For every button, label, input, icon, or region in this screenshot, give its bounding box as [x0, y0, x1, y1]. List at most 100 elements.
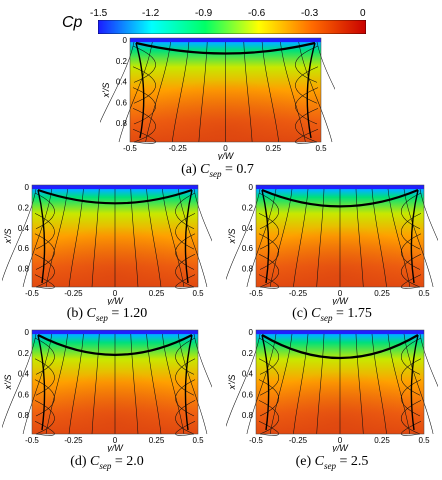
colorbar-tick: -0.3 — [301, 8, 319, 19]
y-tick-label: 0.6 — [242, 390, 254, 399]
separation-line — [135, 41, 316, 55]
streamline — [175, 337, 196, 375]
streamline — [68, 188, 84, 288]
streamlines — [100, 41, 335, 144]
streamline — [258, 213, 279, 250]
streamline — [269, 333, 293, 435]
leading-edge-band — [256, 185, 424, 189]
colorbar-title: Cp — [62, 14, 83, 31]
streamline — [355, 333, 364, 435]
plot-frame — [129, 37, 322, 143]
side-vortex-line — [37, 334, 46, 431]
side-vortex-line — [135, 42, 145, 139]
streamline — [401, 358, 422, 396]
streamline — [293, 188, 309, 288]
separation-line — [261, 334, 419, 360]
side-vortex-line — [37, 189, 46, 284]
x-tick-label: 0.5 — [418, 289, 430, 298]
panel-e-streamline-plot: 0 0.2 0.4 0.6 0.8 -0.5 -0.25 0 0.25 0.5 x'/S y/W — [226, 328, 438, 452]
streamline — [91, 188, 100, 288]
x-tick-label: 0 — [338, 436, 343, 445]
streamline — [2, 333, 37, 429]
streamline — [371, 333, 387, 435]
y-tick-label: 0 — [249, 328, 254, 337]
streamline — [387, 333, 411, 435]
plot-area — [2, 184, 212, 289]
streamline — [258, 337, 279, 375]
side-vortex-line — [410, 334, 419, 431]
x-tick-label: -0.25 — [64, 436, 83, 445]
streamline — [316, 41, 335, 90]
streamlines — [226, 188, 438, 289]
y-axis-label: x'/S — [227, 229, 237, 245]
separation-line — [37, 334, 193, 356]
streamline — [34, 253, 55, 288]
streamline — [295, 45, 319, 83]
streamline — [34, 213, 55, 250]
x-tick-label: -0.25 — [289, 289, 308, 298]
y-tick-label: 0.8 — [18, 411, 30, 420]
streamline — [34, 379, 55, 417]
y-tick-label: 0 — [25, 183, 30, 192]
x-tick-label: 0.25 — [265, 144, 281, 153]
panel-c-streamline-plot: 0 0.2 0.4 0.6 0.8 -0.5 -0.25 0 0.25 0.5 x'/S y/W — [226, 183, 438, 305]
streamline — [246, 188, 277, 288]
x-tick-label: 0 — [113, 436, 118, 445]
streamline — [130, 333, 139, 435]
x-tick-label: -0.25 — [169, 144, 188, 153]
side-vortex-line — [184, 189, 193, 284]
streamline — [401, 337, 422, 375]
y-tick-label: 0.8 — [242, 265, 254, 274]
streamline — [45, 333, 68, 435]
y-axis-label: x'/S — [101, 83, 111, 99]
streamline — [177, 188, 208, 288]
y-tick-label: 0 — [123, 36, 128, 45]
leading-edge-band — [32, 330, 198, 334]
streamline — [401, 192, 422, 229]
y-tick-label: 0.2 — [242, 349, 254, 358]
x-axis-label: y/W — [331, 443, 349, 452]
streamline — [22, 333, 53, 435]
streamline — [258, 358, 279, 396]
y-tick-label: 0.8 — [242, 411, 254, 420]
x-tick-label: 0 — [223, 144, 228, 153]
y-tick-label: 0.6 — [18, 390, 30, 399]
side-vortex-line — [261, 189, 270, 284]
streamline — [2, 188, 37, 282]
x-tick-label: 0.25 — [149, 436, 165, 445]
streamline — [175, 400, 196, 435]
y-tick-label: 0.8 — [116, 119, 128, 128]
plot-area — [226, 184, 438, 289]
y-tick-label: 0.2 — [242, 203, 254, 212]
streamline — [401, 253, 422, 288]
streamline — [403, 333, 434, 435]
streamline — [246, 333, 277, 435]
streamlines — [226, 333, 438, 436]
x-tick-label: -0.5 — [249, 436, 263, 445]
streamlines — [2, 333, 212, 436]
side-vortex-line — [306, 42, 316, 139]
colorbar-tick: -1.2 — [142, 8, 160, 19]
streamline — [293, 333, 309, 435]
panel-b-streamline-plot: 0 0.2 0.4 0.6 0.8 -0.5 -0.25 0 0.25 0.5 x'/S y/W — [2, 183, 212, 305]
streamline — [175, 213, 196, 250]
streamline — [145, 41, 171, 143]
streamline — [258, 400, 279, 435]
colorbar-tick: -1.5 — [90, 8, 108, 19]
side-vortex-line — [410, 189, 419, 284]
x-tick-label: -0.5 — [25, 436, 39, 445]
caption-b: (b) Csep = 1.20 — [66, 306, 148, 323]
caption-e: (e) Csep = 2.5 — [295, 454, 369, 471]
x-tick-label: 0 — [338, 289, 343, 298]
x-tick-label: 0.25 — [374, 436, 390, 445]
plot-area — [2, 329, 212, 436]
y-tick-label: 0.2 — [18, 349, 30, 358]
plot-frame — [31, 184, 199, 288]
streamline — [34, 358, 55, 396]
y-tick-label: 0.6 — [242, 244, 254, 253]
caption-d: (d) Csep = 2.0 — [70, 454, 144, 471]
streamline — [132, 45, 156, 83]
plot-frame — [31, 329, 199, 435]
y-tick-label: 0.2 — [116, 57, 128, 66]
leading-edge-band — [32, 185, 198, 189]
